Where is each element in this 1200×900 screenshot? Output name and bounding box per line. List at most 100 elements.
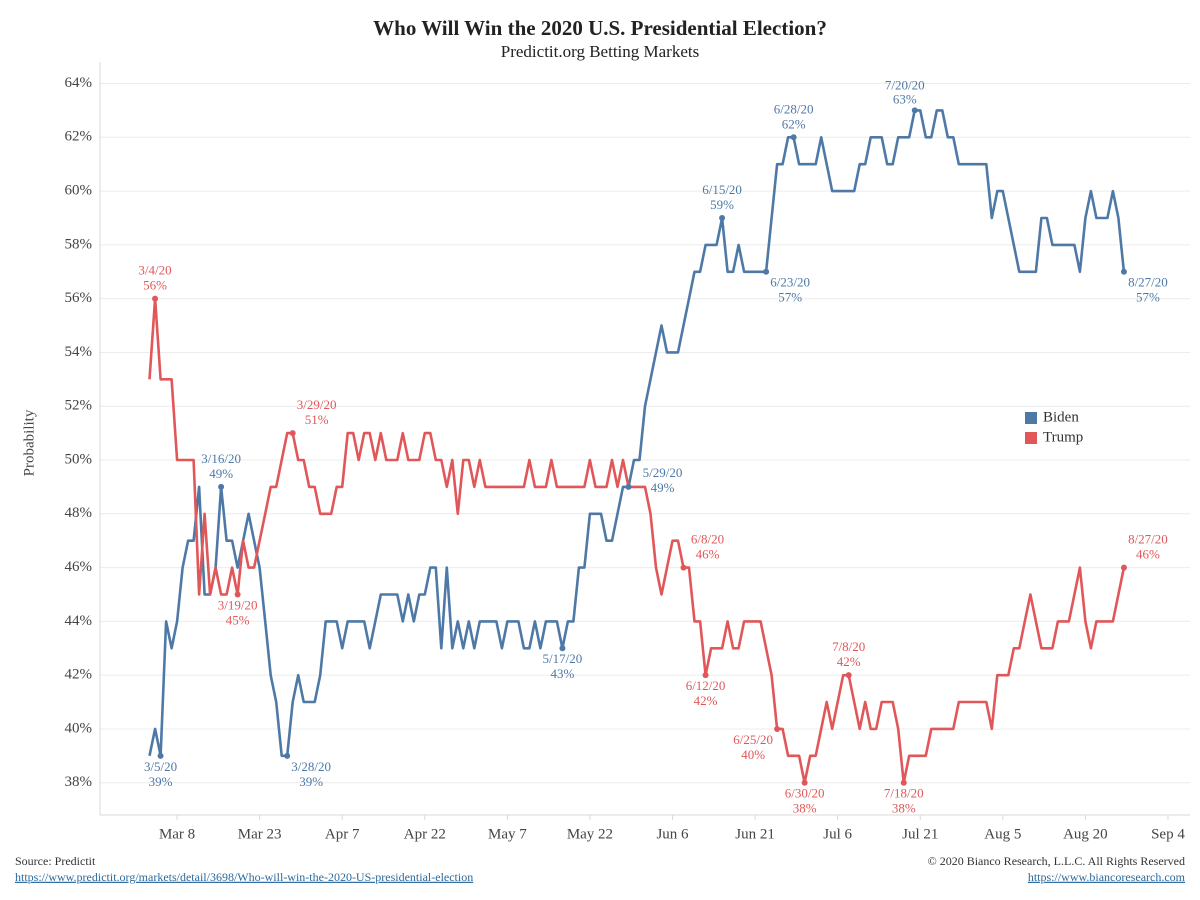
x-tick-label: May 22: [567, 826, 613, 842]
x-tick-label: May 7: [488, 826, 527, 842]
annotation-date: 6/23/20: [770, 275, 810, 290]
y-tick-label: 40%: [65, 720, 93, 736]
annotation-value: 49%: [209, 466, 233, 481]
y-tick-label: 62%: [65, 129, 93, 145]
y-axis-label: Probability: [21, 409, 37, 476]
copyright: © 2020 Bianco Research, L.L.C. All Right…: [928, 854, 1185, 868]
x-tick-label: Aug 5: [984, 826, 1021, 842]
y-tick-label: 42%: [65, 667, 93, 683]
annotation-date: 8/27/20: [1128, 275, 1168, 290]
x-tick-label: Jul 6: [823, 826, 852, 842]
legend-label: Biden: [1043, 409, 1079, 425]
annotation-value: 57%: [778, 290, 802, 305]
annotation-date: 5/29/20: [643, 465, 683, 480]
y-tick-label: 56%: [65, 290, 93, 306]
chart-title: Who Will Win the 2020 U.S. Presidential …: [373, 16, 827, 40]
x-tick-label: Apr 7: [325, 826, 360, 842]
annotation-date: 3/5/20: [144, 759, 177, 774]
y-tick-label: 64%: [65, 75, 93, 91]
annotation-date: 6/25/20: [733, 732, 773, 747]
annotation-date: 3/19/20: [218, 597, 258, 612]
annotation-value: 46%: [1136, 547, 1160, 562]
annotation-value: 56%: [143, 278, 167, 293]
annotation-point: [680, 564, 687, 571]
x-tick-label: Sep 4: [1151, 826, 1185, 842]
annotation-point: [157, 752, 164, 759]
annotation-value: 39%: [299, 774, 323, 789]
annotation-value: 62%: [782, 116, 806, 131]
annotation-point: [625, 483, 632, 490]
annotation-value: 63%: [893, 91, 917, 106]
annotation-value: 38%: [892, 801, 916, 816]
series-line: [148, 109, 1126, 758]
y-tick-label: 58%: [65, 236, 93, 252]
annotation-value: 51%: [305, 412, 329, 427]
annotation-point: [218, 483, 225, 490]
annotation-value: 59%: [710, 197, 734, 212]
annotation-point: [790, 134, 797, 141]
annotation-date: 3/29/20: [297, 397, 337, 412]
source-link[interactable]: https://www.predictit.org/markets/detail…: [15, 870, 473, 884]
annotation-date: 3/28/20: [291, 759, 331, 774]
annotation-point: [702, 672, 709, 679]
annotation-value: 42%: [837, 654, 861, 669]
annotation-point: [774, 725, 781, 732]
annotation-point: [1120, 268, 1127, 275]
annotation-point: [763, 268, 770, 275]
copyright-link[interactable]: https://www.biancoresearch.com: [1028, 870, 1186, 884]
annotation-point: [152, 295, 159, 302]
annotation-date: 5/17/20: [543, 651, 583, 666]
annotation-point: [719, 214, 726, 221]
y-tick-label: 48%: [65, 505, 93, 521]
annotation-point: [1120, 564, 1127, 571]
x-tick-label: Aug 20: [1063, 826, 1108, 842]
x-tick-label: Jun 21: [735, 826, 775, 842]
annotation-value: 45%: [226, 612, 250, 627]
x-tick-label: Jul 21: [902, 826, 938, 842]
x-tick-label: Mar 8: [159, 826, 195, 842]
annotation-point: [911, 107, 918, 114]
annotation-date: 6/28/20: [774, 101, 814, 116]
annotation-value: 40%: [741, 747, 765, 762]
y-tick-label: 52%: [65, 398, 93, 414]
y-tick-label: 38%: [65, 774, 93, 790]
x-tick-label: Apr 22: [404, 826, 446, 842]
y-tick-label: 54%: [65, 344, 93, 360]
annotation-date: 6/8/20: [691, 532, 724, 547]
y-tick-label: 60%: [65, 183, 93, 199]
legend-swatch: [1025, 432, 1037, 444]
annotation-value: 39%: [149, 774, 173, 789]
annotation-point: [801, 779, 808, 786]
y-tick-label: 44%: [65, 613, 93, 629]
annotation-value: 42%: [694, 693, 718, 708]
annotation-date: 7/18/20: [884, 786, 924, 801]
annotation-date: 8/27/20: [1128, 532, 1168, 547]
legend-swatch: [1025, 412, 1037, 424]
annotation-value: 43%: [551, 666, 575, 681]
annotation-date: 3/4/20: [138, 263, 171, 278]
annotation-date: 6/30/20: [785, 786, 825, 801]
series-line: [148, 297, 1126, 784]
y-tick-label: 46%: [65, 559, 93, 575]
annotation-point: [234, 591, 241, 598]
annotation-point: [559, 645, 566, 652]
y-tick-label: 50%: [65, 451, 93, 467]
chart-subtitle: Predictit.org Betting Markets: [501, 42, 699, 61]
annotation-point: [845, 672, 852, 679]
legend-label: Trump: [1043, 429, 1083, 445]
annotation-date: 3/16/20: [201, 451, 241, 466]
annotation-value: 49%: [651, 480, 675, 495]
annotation-value: 57%: [1136, 290, 1160, 305]
source: Source: Predictit: [15, 854, 96, 868]
x-tick-label: Jun 6: [656, 826, 689, 842]
annotation-value: 38%: [793, 801, 817, 816]
annotation-value: 46%: [696, 547, 720, 562]
annotation-date: 7/8/20: [832, 639, 865, 654]
annotation-date: 6/12/20: [686, 678, 726, 693]
annotation-point: [289, 430, 296, 437]
annotation-point: [284, 752, 291, 759]
annotation-date: 7/20/20: [885, 77, 925, 92]
x-tick-label: Mar 23: [238, 826, 282, 842]
annotation-point: [900, 779, 907, 786]
